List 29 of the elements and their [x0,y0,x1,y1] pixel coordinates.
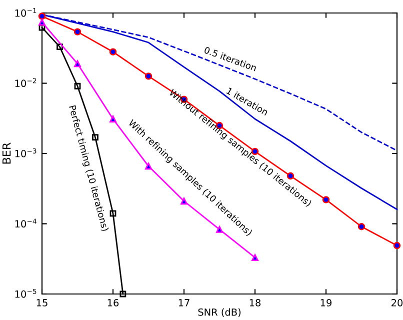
x-tick-label: 18 [250,299,261,306]
x-tick-label: 19 [320,299,332,306]
point [252,254,258,262]
point [393,242,401,250]
point [110,116,116,122]
point [180,198,188,205]
point [74,28,82,36]
point [322,196,330,204]
y-tick-label: 10$^{−1}$ [15,8,36,17]
y-tick-label: 10$^{−3}$ [15,148,36,158]
point [74,60,81,68]
y-tick-label: 10$^{−2}$ [15,78,36,88]
point [110,210,116,217]
point [74,82,81,90]
y-tick-label: 10$^{−4}$ [15,218,36,228]
point [92,134,98,141]
x-axis-title: SNR (dB) [198,308,241,317]
point [120,290,126,298]
point [358,223,366,230]
point [144,72,152,80]
y-axis-title: BER [2,142,11,164]
x-tick-label: 20 [392,299,403,306]
x-tick-label: 15 [36,299,48,306]
x-tick-label: 16 [108,299,119,306]
x-tick-label: 17 [178,299,190,306]
y-tick-label: 10$^{−5}$ [15,288,36,298]
point [109,48,117,56]
point [38,24,46,31]
point [56,44,63,50]
